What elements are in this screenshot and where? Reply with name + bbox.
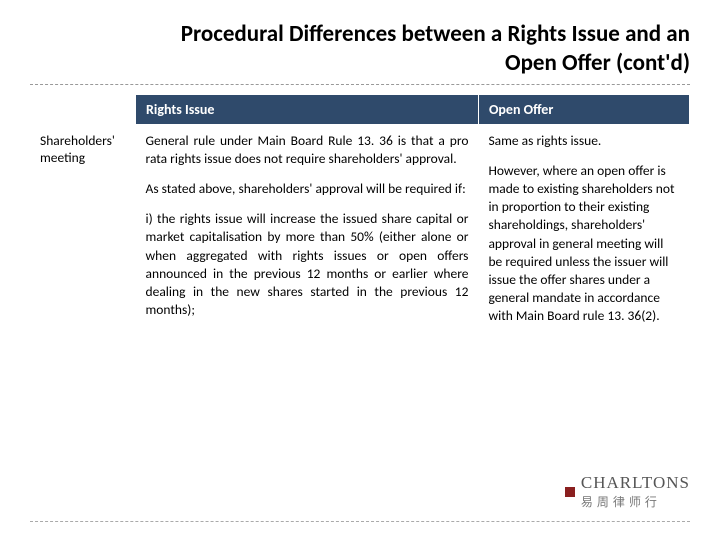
header-empty [30, 95, 136, 124]
page-title: Procedural Differences between a Rights … [30, 20, 690, 78]
top-divider [30, 84, 690, 85]
header-rights-issue: Rights Issue [136, 95, 479, 124]
brand-chinese: 易周律师行 [581, 493, 690, 510]
brand-english: CHARLTONS [581, 473, 690, 493]
brand-text: CHARLTONS 易周律师行 [581, 473, 690, 510]
open-p1: Same as rights issue. [488, 132, 679, 150]
row-label: Shareholders' meeting [30, 124, 136, 332]
footer-brand: CHARLTONS 易周律师行 [565, 473, 690, 510]
table-row: Shareholders' meeting General rule under… [30, 124, 690, 332]
rights-p3: i) the rights issue will increase the is… [146, 210, 469, 319]
bottom-divider [30, 521, 690, 522]
cell-rights-issue: General rule under Main Board Rule 13. 3… [136, 124, 479, 332]
comparison-table: Rights Issue Open Offer Shareholders' me… [30, 95, 690, 332]
slide: Procedural Differences between a Rights … [0, 0, 720, 540]
rights-p2: As stated above, shareholders' approval … [146, 180, 469, 198]
header-open-offer: Open Offer [478, 95, 689, 124]
table-header-row: Rights Issue Open Offer [30, 95, 690, 124]
brand-square-icon [565, 487, 575, 497]
open-p2: However, where an open offer is made to … [488, 162, 679, 326]
cell-open-offer: Same as rights issue. However, where an … [478, 124, 689, 332]
rights-p1: General rule under Main Board Rule 13. 3… [146, 132, 469, 168]
